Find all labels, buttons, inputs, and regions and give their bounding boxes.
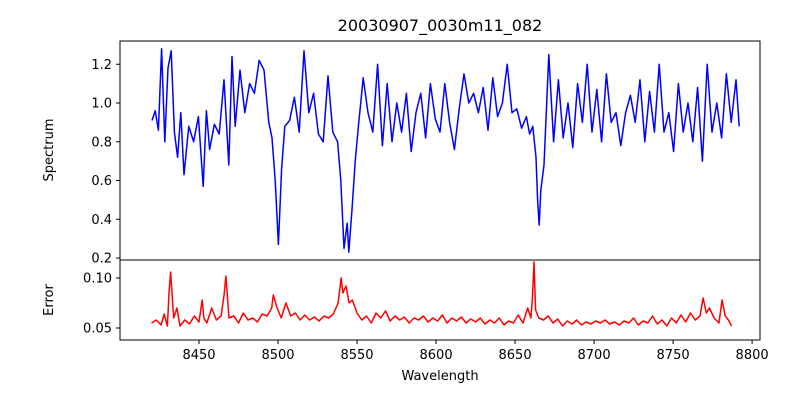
chart-title: 20030907_0030m11_082 xyxy=(338,16,543,36)
x-tick-label: 8450 xyxy=(182,348,215,363)
spectrum-series-line xyxy=(151,48,740,253)
x-tick-label: 8650 xyxy=(499,348,532,363)
spectrum-y-tick-label: 1.2 xyxy=(91,58,112,73)
error-y-tick-label: 0.10 xyxy=(83,272,112,287)
x-tick-label: 8500 xyxy=(261,348,294,363)
error-axes-frame xyxy=(119,259,761,341)
error-panel: 0.05 0.10 8450 8500 8550 8600 8650 8700 8750 8800 xyxy=(83,259,769,363)
error-y-axis-label: Error xyxy=(42,284,57,316)
x-tick-label: 8800 xyxy=(736,348,769,363)
x-tick-label: 8600 xyxy=(420,348,453,363)
x-axis-label: Wavelength xyxy=(401,369,478,384)
spectrum-y-tick-label: 0.2 xyxy=(91,252,112,267)
spectrum-y-tick-label: 0.8 xyxy=(91,135,112,150)
x-tick-label: 8550 xyxy=(340,348,373,363)
spectrum-y-tick-label: 1.0 xyxy=(91,97,112,112)
error-y-tick-label: 0.05 xyxy=(83,322,112,337)
spectrum-y-tick-label: 0.4 xyxy=(91,213,112,228)
spectrum-y-axis-label: Spectrum xyxy=(42,119,57,182)
x-tick-label: 8750 xyxy=(657,348,690,363)
x-tick-label: 8700 xyxy=(578,348,611,363)
spectrum-y-tick-label: 0.6 xyxy=(91,174,112,189)
error-series-line xyxy=(151,261,733,327)
